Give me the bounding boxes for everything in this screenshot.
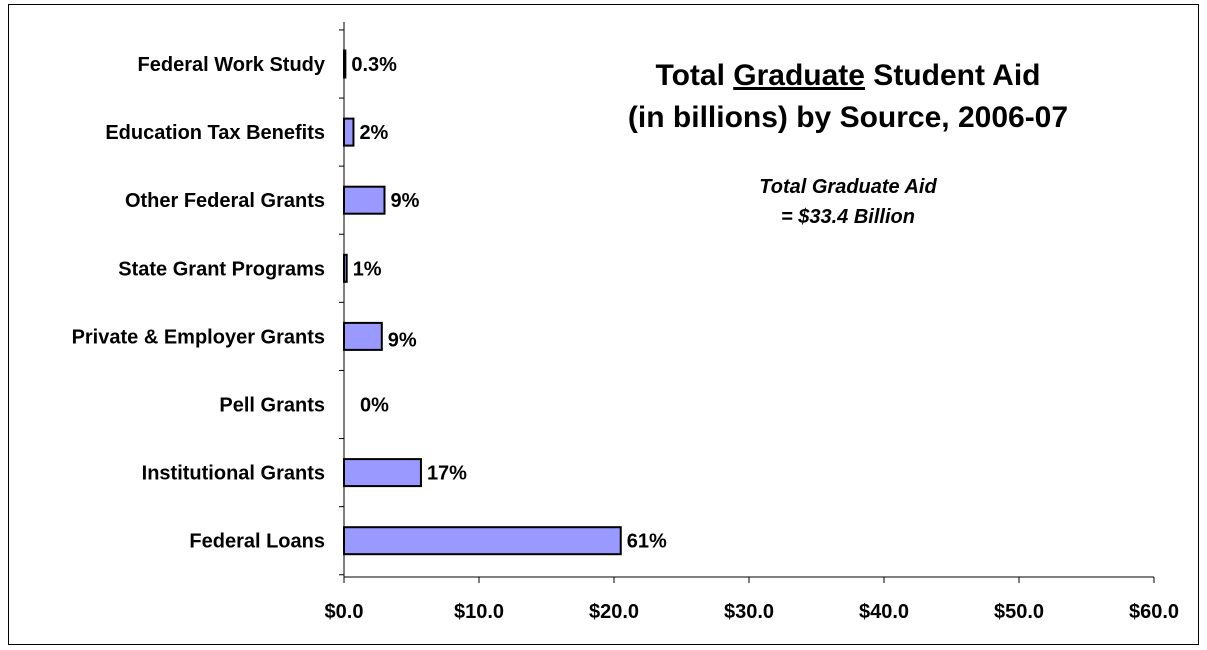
bar-education-tax-benefits bbox=[343, 117, 355, 147]
value-label-federal-work-study: 0.3% bbox=[351, 54, 397, 76]
x-tick-label: $10.0 bbox=[454, 601, 504, 623]
value-label-state-grant-programs: 1% bbox=[353, 258, 382, 280]
category-label-education-tax-benefits: Education Tax Benefits bbox=[105, 122, 325, 144]
value-label-education-tax-benefits: 2% bbox=[359, 122, 388, 144]
bar-private-and-employer-grants bbox=[343, 321, 383, 351]
category-label-state-grant-programs: State Grant Programs bbox=[118, 258, 325, 280]
category-label-institutional-grants: Institutional Grants bbox=[142, 463, 325, 485]
bar-federal-loans bbox=[343, 526, 622, 556]
chart-title-line2: (in billions) by Source, 2006-07 bbox=[628, 101, 1068, 134]
value-label-pell-grants: 0% bbox=[360, 395, 389, 417]
x-tick-label: $0.0 bbox=[325, 601, 364, 623]
value-label-private-and-employer-grants: 9% bbox=[388, 329, 417, 351]
category-labels: Federal Work Study Education Tax Benefits… bbox=[72, 54, 326, 553]
x-tick-label: $30.0 bbox=[724, 601, 774, 623]
category-label-other-federal-grants: Other Federal Grants bbox=[125, 190, 325, 212]
chart-title-line1: Total Graduate Student Aid bbox=[655, 59, 1040, 92]
total-annotation-line1: Total Graduate Aid bbox=[759, 176, 937, 198]
category-label-pell-grants: Pell Grants bbox=[219, 395, 325, 417]
x-tick-label: $60.0 bbox=[1129, 601, 1179, 623]
x-tick-label: $40.0 bbox=[859, 601, 909, 623]
category-label-federal-loans: Federal Loans bbox=[189, 531, 325, 553]
bar-institutional-grants bbox=[343, 458, 422, 488]
value-labels: 0.3% 2% 9% 1% 9% 0% 17% 61% bbox=[351, 54, 667, 553]
category-label-federal-work-study: Federal Work Study bbox=[138, 54, 326, 76]
value-label-institutional-grants: 17% bbox=[427, 463, 467, 485]
value-label-federal-loans: 61% bbox=[627, 531, 667, 553]
total-annotation-line2: = $33.4 Billion bbox=[781, 206, 915, 228]
value-label-other-federal-grants: 9% bbox=[391, 190, 420, 212]
category-label-private-and-employer-grants: Private & Employer Grants bbox=[72, 326, 325, 348]
x-tick-label: $50.0 bbox=[994, 601, 1044, 623]
bar-other-federal-grants bbox=[343, 185, 386, 215]
x-ticks: $0.0 $10.0 $20.0 $30.0 $40.0 $50.0 $60.0 bbox=[325, 577, 1179, 623]
x-tick-label: $20.0 bbox=[589, 601, 639, 623]
